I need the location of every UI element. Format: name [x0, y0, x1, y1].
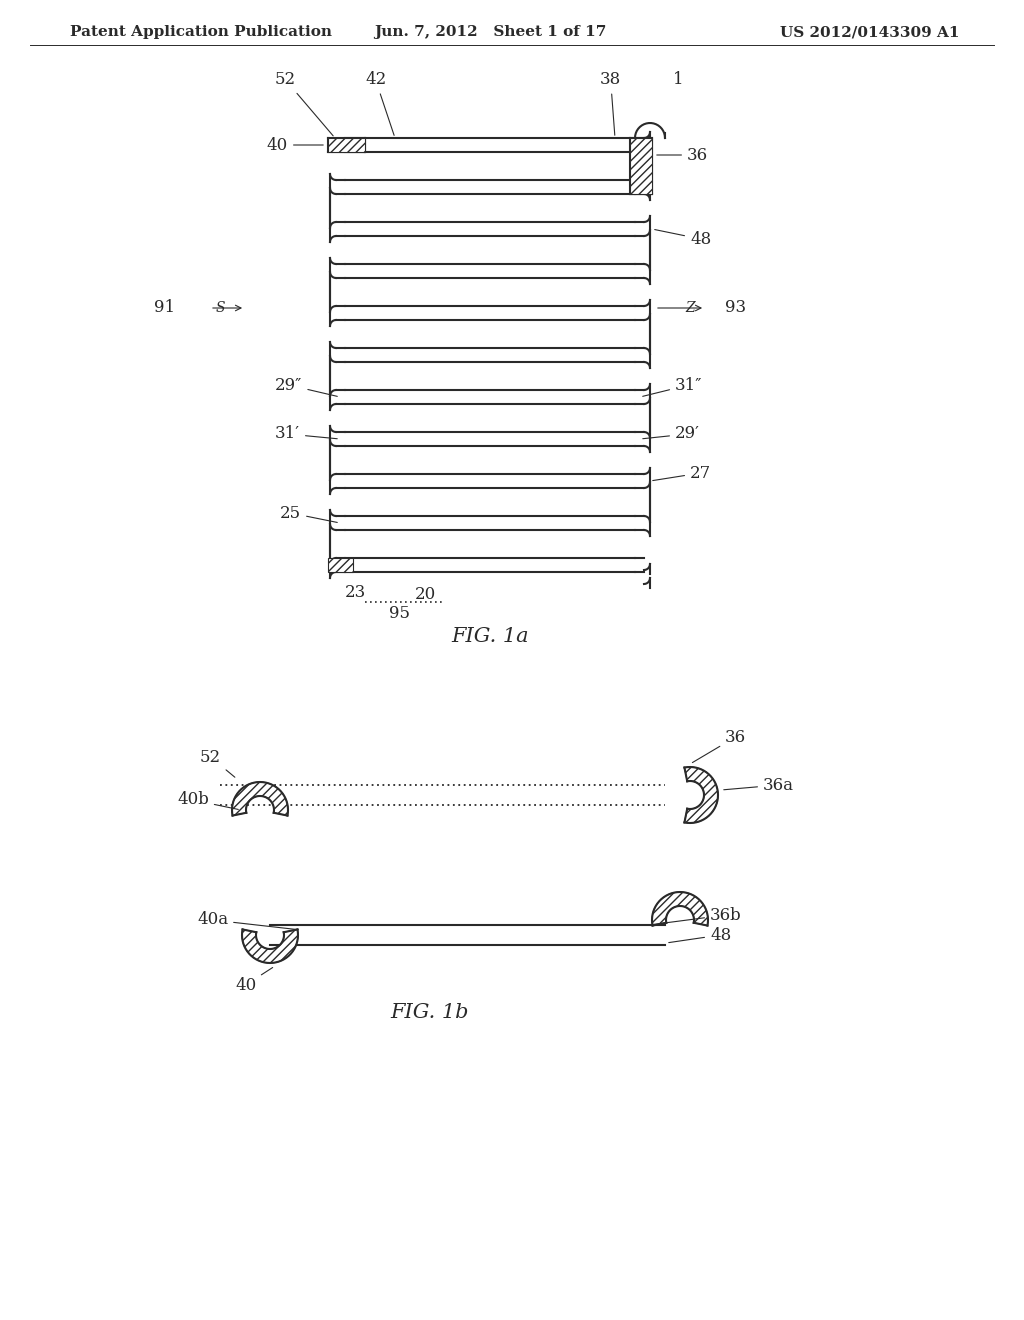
Polygon shape	[242, 929, 298, 964]
Text: 20: 20	[415, 586, 435, 603]
Text: 27: 27	[652, 465, 712, 482]
Text: 95: 95	[389, 606, 411, 623]
Text: Patent Application Publication: Patent Application Publication	[70, 25, 332, 40]
Polygon shape	[684, 767, 718, 822]
Text: 40: 40	[266, 136, 324, 153]
Text: 93: 93	[725, 300, 746, 317]
Text: 42: 42	[365, 71, 394, 136]
Text: 36: 36	[656, 147, 709, 164]
Text: 40b: 40b	[177, 792, 239, 809]
Text: 38: 38	[600, 71, 622, 135]
Text: 48: 48	[669, 927, 731, 944]
Text: 31′: 31′	[275, 425, 337, 442]
Text: 36a: 36a	[724, 776, 794, 793]
Text: 36: 36	[692, 729, 746, 763]
Text: 1: 1	[673, 71, 684, 88]
Text: 52: 52	[275, 71, 333, 136]
Text: 48: 48	[654, 230, 712, 248]
Text: FIG. 1b: FIG. 1b	[391, 1003, 469, 1023]
Text: Z: Z	[685, 301, 695, 315]
Text: US 2012/0143309 A1: US 2012/0143309 A1	[780, 25, 961, 40]
Text: 36b: 36b	[651, 907, 741, 924]
Text: 52: 52	[200, 748, 234, 777]
Bar	[630, 139, 652, 194]
Bar	[328, 139, 365, 152]
Text: 91: 91	[154, 300, 175, 317]
Text: FIG. 1a: FIG. 1a	[452, 627, 528, 647]
Text: 29″: 29″	[275, 376, 337, 396]
Text: 29′: 29′	[643, 425, 699, 442]
Text: Jun. 7, 2012   Sheet 1 of 17: Jun. 7, 2012 Sheet 1 of 17	[374, 25, 606, 40]
Polygon shape	[652, 892, 708, 925]
Text: 31″: 31″	[643, 376, 702, 396]
Text: S: S	[215, 301, 224, 315]
Bar	[328, 558, 353, 572]
Text: 40: 40	[234, 968, 272, 994]
Text: 40a: 40a	[197, 912, 298, 929]
Polygon shape	[232, 781, 288, 816]
Text: 23: 23	[344, 583, 366, 601]
Text: 25: 25	[280, 504, 337, 523]
